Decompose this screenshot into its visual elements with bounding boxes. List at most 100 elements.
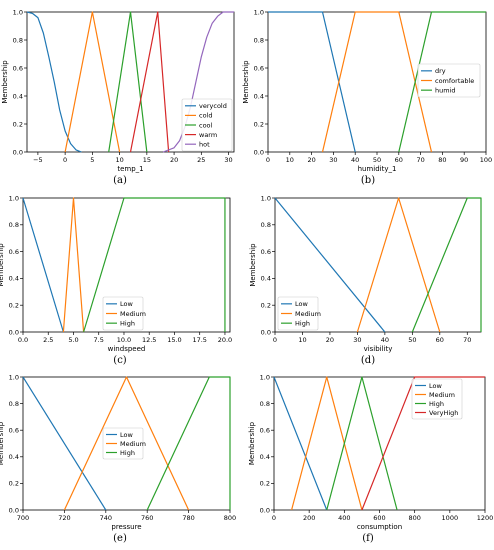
series-line-low: [22, 376, 107, 511]
series-line-humid: [398, 11, 486, 153]
legend-label: humid: [435, 86, 456, 94]
y-tick-label: 0.4: [13, 92, 23, 100]
y-tick-label: 1.0: [9, 194, 19, 202]
legend-label: verycold: [199, 102, 227, 110]
legend-label: Low: [120, 300, 133, 308]
x-tick-label: 700: [17, 514, 29, 522]
chart-panel-3: 0.0 0.2 0.4 0.6 0.8 1.0 0.0 2.5 5.0 7.5 10.0 12.5 15…: [0, 194, 232, 366]
panel-caption: (a): [113, 175, 127, 186]
series-line-low: [22, 197, 64, 333]
x-tick-label: 7.5: [94, 336, 104, 344]
legend-label: High: [429, 400, 444, 408]
x-tick-label: 70: [463, 336, 471, 344]
legend-label: Low: [429, 382, 442, 390]
x-tick-label: 0: [272, 514, 276, 522]
x-tick-label: 10: [286, 156, 294, 164]
legend-label: VeryHigh: [429, 409, 458, 417]
y-tick-label: 1.0: [254, 8, 264, 16]
x-tick-label: 780: [182, 514, 194, 522]
x-tick-label: 10.0: [117, 336, 131, 344]
x-tick-label: 20: [326, 336, 334, 344]
legend-label: High: [120, 449, 135, 457]
legend-label: Medium: [120, 440, 146, 448]
x-tick-label: 20: [170, 156, 178, 164]
x-tick-label: 800: [408, 514, 420, 522]
y-tick-label: 0.6: [9, 248, 19, 256]
x-tick-label: 200: [303, 514, 315, 522]
x-tick-label: 20.0: [218, 336, 232, 344]
x-tick-label: 0: [266, 156, 270, 164]
legend-label: Low: [120, 431, 133, 439]
x-tick-label: 760: [141, 514, 153, 522]
x-axis-label: windspeed: [108, 345, 146, 353]
x-tick-label: 10: [298, 336, 306, 344]
panel-caption: (e): [113, 533, 127, 544]
y-tick-label: 1.0: [9, 373, 19, 381]
chart-panel-6: 0.0 0.2 0.4 0.6 0.8 1.0 0 200 400 600 800 1000 1200 c…: [248, 373, 493, 544]
legend-box: [102, 427, 144, 460]
y-tick-label: 0.8: [260, 400, 270, 408]
legend-box: [277, 296, 319, 331]
x-tick-label: 2.5: [43, 336, 53, 344]
y-tick-label: 0.2: [254, 120, 264, 128]
chart-panel-2: 0.0 0.2 0.4 0.6 0.8 1.0 0 10 20 30 40 50 60 70 80 90 100…: [242, 8, 492, 186]
x-tick-label: 60: [395, 156, 403, 164]
series-line-medium: [62, 197, 85, 333]
series-line-warm: [129, 11, 170, 153]
y-tick-label: 0.2: [260, 480, 270, 488]
x-tick-label: 30: [353, 336, 361, 344]
y-tick-label: 0.4: [9, 275, 19, 283]
x-tick-label: 50: [373, 156, 381, 164]
series-line-veryhigh: [361, 376, 485, 511]
x-tick-label: 1000: [442, 514, 459, 522]
legend-label: comfortable: [435, 77, 474, 85]
x-tick-label: 100: [480, 156, 492, 164]
x-tick-label: 720: [58, 514, 70, 522]
y-tick-label: 0.0: [9, 328, 19, 336]
y-tick-label: 0.6: [261, 248, 271, 256]
legend-box: [102, 296, 144, 331]
y-axis-label: Membership: [0, 421, 5, 465]
chart-panel-5: 0.0 0.2 0.4 0.6 0.8 1.0 700 720 740 760 780 800 pres…: [0, 373, 236, 544]
legend-label: hot: [199, 141, 210, 149]
x-tick-label: 5: [90, 156, 94, 164]
y-axis-label: Membership: [1, 60, 9, 104]
x-tick-label: 10: [115, 156, 123, 164]
y-tick-label: 0.8: [9, 221, 19, 229]
x-axis-label: temp_1: [117, 165, 143, 173]
y-axis-label: Membership: [248, 421, 256, 465]
x-axis-label: pressure: [111, 523, 141, 531]
y-tick-label: 0.8: [261, 221, 271, 229]
y-tick-label: 0.4: [260, 453, 270, 461]
x-tick-label: 80: [438, 156, 446, 164]
series-line-cold: [64, 11, 121, 153]
x-tick-label: 90: [460, 156, 468, 164]
x-tick-label: 0: [273, 336, 277, 344]
y-tick-label: 0.0: [254, 148, 264, 156]
x-axis-label: visibility: [364, 345, 393, 353]
y-tick-label: 0.6: [13, 64, 23, 72]
legend-label: cool: [199, 121, 213, 129]
x-tick-label: 20: [307, 156, 315, 164]
y-axis-label: Membership: [0, 243, 5, 287]
series-line-low: [274, 197, 386, 333]
series-line-high: [326, 376, 398, 511]
x-axis-label: humidity_1: [358, 165, 397, 173]
series-line-cool: [108, 11, 148, 153]
x-tick-label: 800: [224, 514, 236, 522]
x-tick-label: 400: [338, 514, 350, 522]
x-tick-label: 50: [408, 336, 416, 344]
x-tick-label: 15: [143, 156, 151, 164]
x-tick-label: 12.5: [142, 336, 156, 344]
legend-label: dry: [435, 67, 446, 75]
legend-box: [417, 63, 481, 98]
panel-caption: (c): [113, 355, 127, 366]
x-tick-label: 25: [197, 156, 205, 164]
series-line-low: [273, 376, 328, 511]
y-tick-label: 0.0: [9, 506, 19, 514]
